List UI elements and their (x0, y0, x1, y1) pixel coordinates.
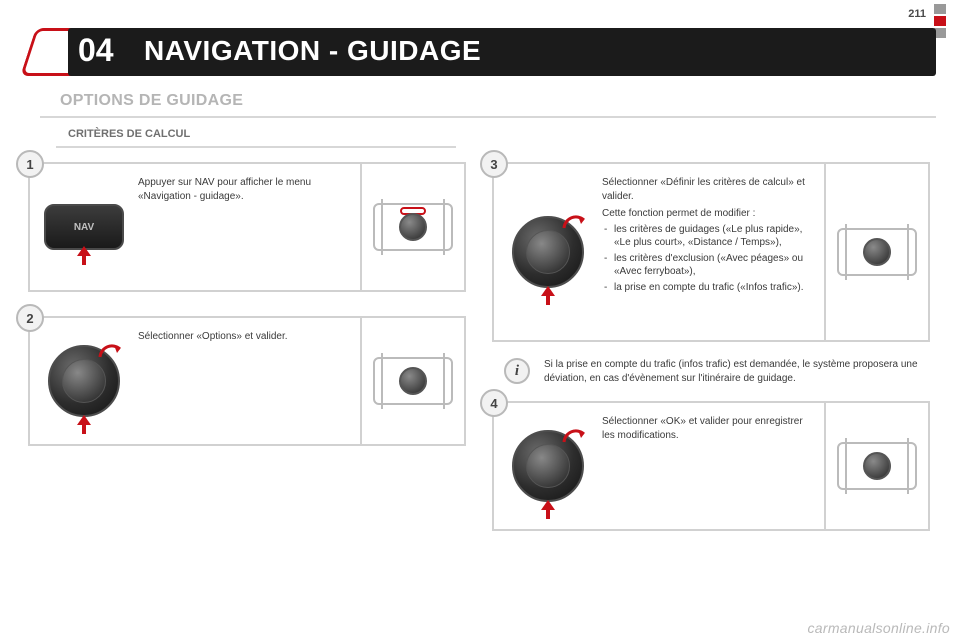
chapter-title: NAVIGATION - GUIDAGE (144, 35, 481, 67)
dial-icon (512, 430, 584, 502)
side-tab (934, 4, 946, 14)
dashboard-thumb (824, 403, 928, 529)
step-text: Appuyer sur NAV pour afficher le menu «N… (138, 164, 360, 290)
arrow-up-icon (537, 498, 559, 520)
step-text: Sélectionner «Définir les critères de ca… (602, 164, 824, 340)
dashboard-thumb (360, 164, 464, 290)
bullet-item: les critères de guidages («Le plus rapid… (614, 223, 816, 250)
info-note: i Si la prise en compte du trafic (infos… (492, 358, 930, 385)
arrow-up-icon (537, 284, 559, 306)
dashboard-icon (371, 353, 455, 409)
section-title: OPTIONS DE GUIDAGE (60, 92, 243, 110)
arrow-rotate-icon (562, 214, 588, 232)
step-bullets: les critères de guidages («Le plus rapid… (602, 223, 816, 295)
nav-button-label: NAV (74, 222, 94, 233)
dial-icon (48, 345, 120, 417)
section-subtitle-underline (56, 146, 456, 148)
dashboard-icon (371, 199, 455, 255)
page-number: 211 (908, 8, 926, 20)
dashboard-icon (835, 438, 919, 494)
step-badge: 2 (16, 304, 44, 332)
chapter-number: 04 (78, 32, 114, 69)
arrow-up-icon (73, 244, 95, 266)
step-1-panel: 1 NAV Appuyer sur NAV pour afficher le m… (28, 162, 466, 292)
info-icon: i (504, 358, 530, 384)
left-column: 1 NAV Appuyer sur NAV pour afficher le m… (28, 162, 466, 446)
step-badge: 3 (480, 150, 508, 178)
arrow-up-icon (73, 413, 95, 435)
title-bar: 04 NAVIGATION - GUIDAGE (68, 28, 936, 76)
step-2-panel: 2 Sélectionner «Options» et valider. (28, 316, 466, 446)
step-control (494, 403, 602, 529)
right-column: 3 Sélectionner «Définir les critères de … (492, 162, 930, 531)
section-subtitle: CRITÈRES DE CALCUL (68, 128, 190, 140)
step-control: NAV (30, 164, 138, 290)
step-lead: Cette fonction permet de modifier : (602, 207, 816, 221)
step-control (30, 318, 138, 444)
step-text: Sélectionner «Options» et valider. (138, 318, 360, 444)
dashboard-thumb (824, 164, 928, 340)
step-badge: 4 (480, 389, 508, 417)
step-badge: 1 (16, 150, 44, 178)
bullet-item: les critères d'exclusion («Avec péages» … (614, 252, 816, 279)
chapter-title-band: 04 NAVIGATION - GUIDAGE (28, 22, 936, 82)
watermark: carmanualsonline.info (808, 620, 951, 636)
bullet-item: la prise en compte du trafic («Infos tra… (614, 281, 816, 295)
step-control (494, 164, 602, 340)
arrow-rotate-icon (562, 428, 588, 446)
dashboard-icon (835, 224, 919, 280)
step-3-panel: 3 Sélectionner «Définir les critères de … (492, 162, 930, 342)
arrow-rotate-icon (98, 343, 124, 361)
step-4-panel: 4 Sélectionner «OK» et valider pour enre… (492, 401, 930, 531)
section-title-underline (40, 116, 936, 118)
step-text: Sélectionner «OK» et valider pour enregi… (602, 403, 824, 529)
nav-button-icon: NAV (44, 204, 124, 250)
step-heading: Sélectionner «Définir les critères de ca… (602, 176, 816, 203)
info-text: Si la prise en compte du trafic (infos t… (544, 358, 926, 385)
dashboard-thumb (360, 318, 464, 444)
dial-icon (512, 216, 584, 288)
